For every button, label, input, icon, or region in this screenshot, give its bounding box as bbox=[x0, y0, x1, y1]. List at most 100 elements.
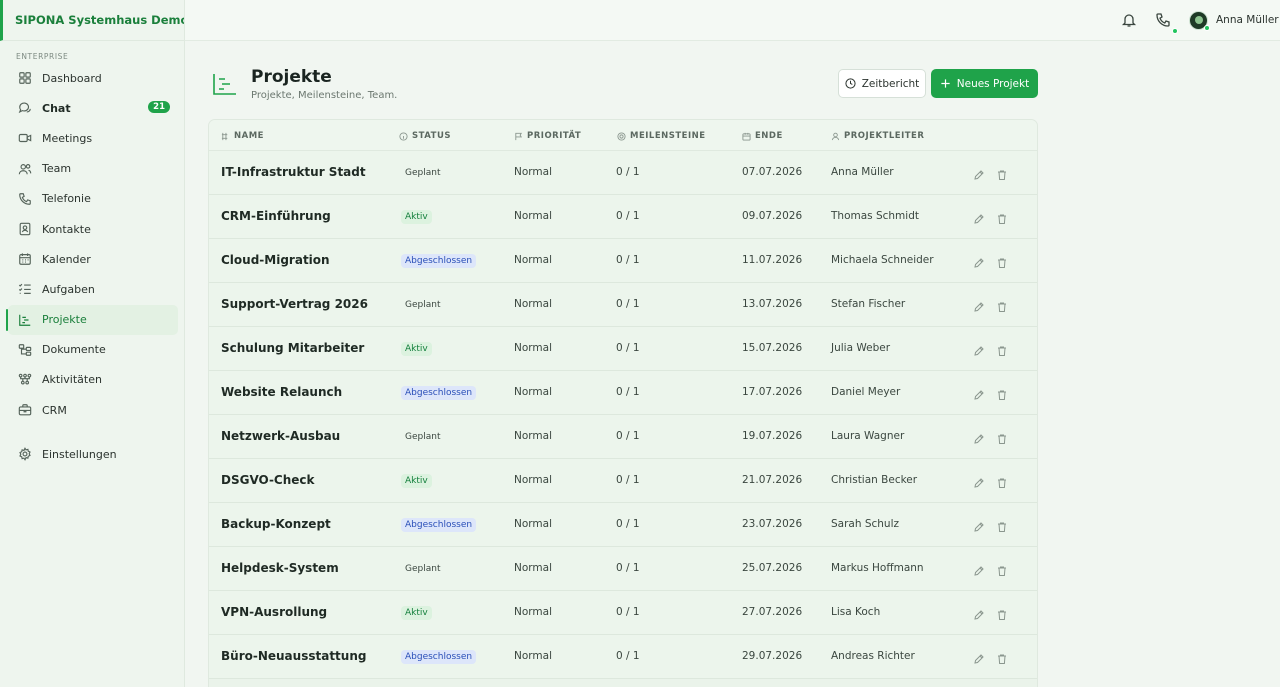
phone-icon[interactable] bbox=[1155, 12, 1171, 28]
project-lead: Sarah Schulz bbox=[831, 518, 900, 530]
edit-icon[interactable] bbox=[973, 254, 985, 268]
time-report-button[interactable]: Zeitbericht bbox=[838, 69, 926, 98]
table-row[interactable]: Schulung Mitarbeiter Aktiv Normal 0 / 1 15.0… bbox=[209, 327, 1037, 371]
table-row[interactable]: Website Relaunch Abgeschlossen Normal 0 / 1… bbox=[209, 371, 1037, 415]
edit-icon[interactable] bbox=[973, 606, 985, 620]
user-name[interactable]: Anna Müller bbox=[1216, 14, 1279, 26]
page-subtitle: Projekte, Meilensteine, Team. bbox=[251, 90, 398, 101]
sidebar-item-einstellungen[interactable]: Einstellungen bbox=[8, 439, 178, 469]
project-name[interactable]: Support-Vertrag 2026 bbox=[221, 297, 368, 311]
sidebar: SIPONA Systemhaus Demo... ENTERPRISE Das… bbox=[0, 0, 185, 687]
project-name[interactable]: DSGVO-Check bbox=[221, 473, 315, 487]
hash-icon bbox=[221, 132, 228, 140]
table-row[interactable]: Cloud-Migration Abgeschlossen Normal 0 / 1 1… bbox=[209, 239, 1037, 283]
project-name[interactable]: Schulung Mitarbeiter bbox=[221, 341, 365, 355]
info-icon bbox=[399, 131, 408, 141]
table-row[interactable]: DSGVO-Check Aktiv Normal 0 / 1 21.07.2026 Chr… bbox=[209, 459, 1037, 503]
sidebar-item-team[interactable]: Team bbox=[8, 154, 178, 184]
project-lead: Markus Hoffmann bbox=[831, 562, 924, 574]
edit-icon[interactable] bbox=[973, 166, 985, 180]
project-name[interactable]: CRM-Einführung bbox=[221, 209, 331, 223]
trash-icon[interactable] bbox=[996, 606, 1008, 620]
trash-icon[interactable] bbox=[996, 342, 1008, 356]
sidebar-item-aktivitaeten[interactable]: Aktivitäten bbox=[8, 365, 178, 395]
column-header-end[interactable]: ENDE bbox=[742, 131, 783, 141]
end-date: 07.07.2026 bbox=[742, 166, 803, 178]
project-name[interactable]: Website Relaunch bbox=[221, 385, 343, 399]
edit-icon[interactable] bbox=[973, 650, 985, 664]
section-label: ENTERPRISE bbox=[16, 52, 69, 61]
table-row[interactable]: CRM-Einführung Aktiv Normal 0 / 1 09.07.2026… bbox=[209, 195, 1037, 239]
table-row[interactable]: IT-Infrastruktur Stadt Geplant Normal 0 / 1… bbox=[209, 151, 1037, 195]
bell-icon[interactable] bbox=[1121, 12, 1137, 28]
trash-icon[interactable] bbox=[996, 650, 1008, 664]
trash-icon[interactable] bbox=[996, 298, 1008, 312]
column-header-milestones[interactable]: MEILENSTEINE bbox=[617, 131, 706, 141]
trash-icon[interactable] bbox=[996, 562, 1008, 576]
project-lead: Lisa Koch bbox=[831, 606, 881, 618]
sidebar-item-kontakte[interactable]: Kontakte bbox=[8, 214, 178, 244]
sidebar-item-crm[interactable]: CRM bbox=[8, 395, 178, 425]
project-name[interactable]: Backup-Konzept bbox=[221, 517, 331, 531]
edit-icon[interactable] bbox=[973, 430, 985, 444]
edit-icon[interactable] bbox=[973, 342, 985, 356]
table-row[interactable]: VPN-Ausrollung Aktiv Normal 0 / 1 27.07.2026… bbox=[209, 591, 1037, 635]
table-row[interactable]: Büro-Neuausstattung Abgeschlossen Normal 0 … bbox=[209, 635, 1037, 679]
milestones-value: 0 / 1 bbox=[616, 562, 640, 574]
column-header-lead[interactable]: PROJEKTLEITER bbox=[831, 131, 924, 141]
sidebar-item-telefonie[interactable]: Telefonie bbox=[8, 184, 178, 214]
gantt-icon bbox=[212, 72, 238, 96]
sidebar-item-projekte[interactable]: Projekte bbox=[6, 304, 178, 335]
table-row[interactable]: Support-Vertrag 2026 Geplant Normal 0 / 1 13… bbox=[209, 283, 1037, 327]
avatar[interactable] bbox=[1189, 11, 1208, 30]
milestones-value: 0 / 1 bbox=[616, 474, 640, 486]
sidebar-item-kalender[interactable]: Kalender bbox=[8, 244, 178, 274]
project-name[interactable]: Büro-Neuausstattung bbox=[221, 649, 367, 663]
trash-icon[interactable] bbox=[996, 430, 1008, 444]
edit-icon[interactable] bbox=[973, 518, 985, 532]
sidebar-item-meetings[interactable]: Meetings bbox=[8, 123, 178, 153]
project-name[interactable]: VPN-Ausrollung bbox=[221, 605, 328, 619]
trash-icon[interactable] bbox=[996, 210, 1008, 224]
column-header-name[interactable]: NAME bbox=[221, 131, 264, 141]
project-name[interactable]: Cloud-Migration bbox=[221, 253, 330, 267]
folder-tree-icon bbox=[18, 343, 32, 357]
sidebar-item-label: Einstellungen bbox=[42, 447, 117, 461]
sidebar-item-aufgaben[interactable]: Aufgaben bbox=[8, 274, 178, 304]
trash-icon[interactable] bbox=[996, 474, 1008, 488]
column-header-status[interactable]: STATUS bbox=[399, 131, 451, 141]
column-header-priority[interactable]: PRIORITÄT bbox=[514, 131, 581, 141]
project-name[interactable]: Netzwerk-Ausbau bbox=[221, 429, 341, 443]
table-row[interactable]: Helpdesk-System Geplant Normal 0 / 1 25.07.2… bbox=[209, 547, 1037, 591]
sidebar-item-label: Kalender bbox=[42, 252, 91, 266]
edit-icon[interactable] bbox=[973, 386, 985, 400]
edit-icon[interactable] bbox=[973, 298, 985, 312]
status-badge: Aktiv bbox=[401, 210, 432, 224]
sidebar-item-chat[interactable]: Chat 21 bbox=[8, 93, 178, 123]
project-name[interactable]: Helpdesk-System bbox=[221, 561, 339, 575]
workspace-name[interactable]: SIPONA Systemhaus Demo... bbox=[0, 0, 184, 41]
phone-icon bbox=[18, 192, 32, 206]
projects-table: NAME STATUS PRIORITÄT MEILENSTEINE ENDE … bbox=[208, 119, 1038, 687]
sidebar-item-dashboard[interactable]: Dashboard bbox=[8, 63, 178, 93]
status-badge: Geplant bbox=[405, 432, 441, 442]
project-lead: Thomas Schmidt bbox=[831, 210, 919, 222]
new-project-button[interactable]: Neues Projekt bbox=[931, 69, 1038, 98]
trash-icon[interactable] bbox=[996, 386, 1008, 400]
edit-icon[interactable] bbox=[973, 210, 985, 224]
trash-icon[interactable] bbox=[996, 166, 1008, 180]
trash-icon[interactable] bbox=[996, 518, 1008, 532]
sidebar-item-label: Telefonie bbox=[42, 192, 91, 206]
table-row[interactable]: Netzwerk-Ausbau Geplant Normal 0 / 1 19.07.2… bbox=[209, 415, 1037, 459]
table-row[interactable]: Backup-Konzept Abgeschlossen Normal 0 / 1 23… bbox=[209, 503, 1037, 547]
sidebar-item-dokumente[interactable]: Dokumente bbox=[8, 335, 178, 365]
briefcase-icon bbox=[18, 403, 32, 417]
edit-icon[interactable] bbox=[973, 562, 985, 576]
trash-icon[interactable] bbox=[996, 254, 1008, 268]
project-name[interactable]: IT-Infrastruktur Stadt bbox=[221, 165, 366, 179]
edit-icon[interactable] bbox=[973, 474, 985, 488]
priority-value: Normal bbox=[514, 342, 552, 354]
milestones-value: 0 / 1 bbox=[616, 298, 640, 310]
column-label: STATUS bbox=[412, 131, 452, 141]
project-lead: Daniel Meyer bbox=[831, 386, 901, 398]
